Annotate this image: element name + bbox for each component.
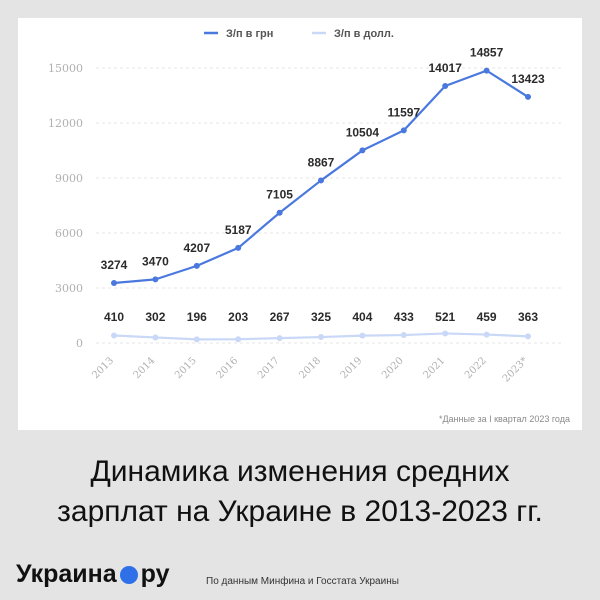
x-tick-label: 2016 <box>215 355 241 381</box>
data-point <box>442 330 449 337</box>
data-point <box>359 332 366 339</box>
x-tick-label: 2020 <box>380 355 406 381</box>
data-point <box>111 279 117 286</box>
data-point <box>193 336 200 343</box>
legend-label: З/п в грн <box>226 28 273 40</box>
y-tick-label: 6000 <box>55 227 83 240</box>
brand-dot-icon <box>119 565 138 584</box>
data-label: 13423 <box>511 72 545 86</box>
data-point <box>525 93 531 100</box>
x-tick-label: 2014 <box>132 355 158 381</box>
data-label: 302 <box>145 310 165 324</box>
data-label: 433 <box>394 310 414 324</box>
data-label: 521 <box>435 310 455 324</box>
data-point <box>111 332 117 339</box>
x-tick-label: 2017 <box>256 355 282 381</box>
data-point <box>483 331 490 338</box>
legend-label: З/п в долл. <box>334 28 394 40</box>
data-label: 14017 <box>429 61 463 75</box>
data-label: 5187 <box>225 223 252 237</box>
x-tick-label: 2018 <box>297 355 323 381</box>
data-label: 203 <box>228 310 248 324</box>
y-tick-label: 15000 <box>48 62 83 75</box>
data-label: 267 <box>270 310 290 324</box>
data-point <box>276 209 283 216</box>
data-label: 459 <box>477 310 497 324</box>
data-label: 3274 <box>101 258 128 272</box>
data-label: 8867 <box>308 155 335 169</box>
data-point <box>318 334 324 341</box>
data-label: 325 <box>311 310 331 324</box>
data-label: 196 <box>187 310 207 324</box>
data-point <box>359 147 366 154</box>
y-tick-label: 0 <box>76 337 83 350</box>
data-point <box>235 336 242 343</box>
data-point <box>235 244 242 251</box>
data-label: 14857 <box>470 46 504 60</box>
data-point <box>152 334 159 341</box>
chart-footnote: *Данные за I квартал 2023 года <box>438 414 570 424</box>
x-tick-label: 2019 <box>339 355 365 381</box>
data-point <box>276 335 283 342</box>
data-point <box>318 177 324 184</box>
data-point <box>400 127 407 134</box>
data-label: 363 <box>518 310 538 324</box>
source-note: По данным Минфина и Госстата Украины <box>206 576 399 587</box>
data-label: 4207 <box>183 241 210 255</box>
x-tick-label: 2013 <box>90 355 116 381</box>
data-point <box>400 332 407 339</box>
chart-card: 0 3000 6000 9000 12000 15000 2013 2014 2015 2016 2… <box>18 18 582 430</box>
data-point <box>483 67 490 74</box>
data-label: 410 <box>104 310 124 324</box>
data-point <box>193 262 200 269</box>
data-point <box>525 333 531 340</box>
series-line <box>113 69 529 285</box>
brand-name-right: ру <box>140 560 170 588</box>
data-point <box>442 83 449 90</box>
brand-name-left: Украина <box>16 560 117 588</box>
x-tick-label: 2023* <box>501 355 530 384</box>
data-label: 3470 <box>142 254 169 268</box>
data-label: 404 <box>352 310 372 324</box>
brand-logo[interactable]: Украина ру <box>16 560 170 589</box>
x-tick-label: 2021 <box>422 355 448 381</box>
y-tick-label: 3000 <box>55 282 83 295</box>
x-tick-label: 2015 <box>173 355 199 381</box>
headline-line-2: зарплат на Украине в 2013-2023 гг. <box>57 495 543 528</box>
headline-line-1: Динамика изменения средних <box>90 455 510 488</box>
data-label: 11597 <box>387 105 420 119</box>
data-label: 10504 <box>346 125 380 139</box>
x-tick-label: 2022 <box>463 355 489 381</box>
data-label: 7105 <box>266 188 293 202</box>
data-point <box>152 276 159 283</box>
y-tick-label: 9000 <box>55 172 83 185</box>
headline: Динамика изменения средних зарплат на Ук… <box>0 452 600 532</box>
line-chart: 0 3000 6000 9000 12000 15000 2013 2014 2015 2016 2… <box>48 28 563 385</box>
y-tick-label: 12000 <box>48 117 83 130</box>
